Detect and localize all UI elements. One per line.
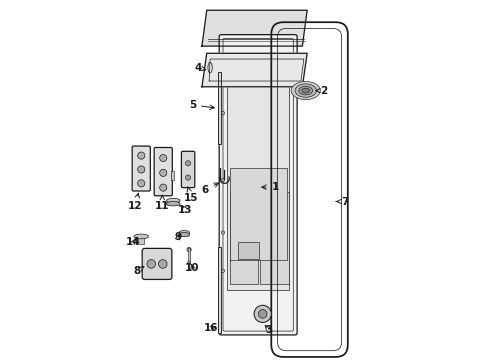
Bar [171,171,174,180]
Ellipse shape [302,88,310,93]
Circle shape [138,180,145,187]
Bar [188,248,191,264]
Bar [218,72,221,144]
Bar [138,235,145,244]
Circle shape [160,154,167,162]
Bar [260,192,289,284]
FancyBboxPatch shape [142,248,172,279]
Ellipse shape [295,84,317,97]
Text: 16: 16 [204,323,219,333]
Text: 13: 13 [178,205,193,215]
Ellipse shape [299,86,313,95]
Text: 6: 6 [202,183,219,194]
Text: 4: 4 [195,63,206,73]
FancyBboxPatch shape [181,151,195,188]
Ellipse shape [291,81,320,100]
Circle shape [258,310,267,318]
Bar [238,242,259,259]
FancyBboxPatch shape [132,146,150,191]
Circle shape [186,175,191,180]
Circle shape [221,111,225,115]
Circle shape [160,169,167,176]
Bar [227,70,290,290]
Bar [179,233,190,237]
Text: 8: 8 [134,266,144,276]
Ellipse shape [167,202,180,206]
Circle shape [138,152,145,159]
Bar [167,201,180,206]
Polygon shape [202,10,307,46]
Text: 12: 12 [128,193,142,211]
Ellipse shape [179,233,190,237]
Bar [230,168,287,260]
Circle shape [221,269,225,273]
Text: 1: 1 [262,182,279,192]
Text: 14: 14 [126,237,141,247]
FancyBboxPatch shape [154,148,172,196]
Ellipse shape [187,261,191,264]
Circle shape [186,161,191,166]
FancyBboxPatch shape [219,35,297,335]
Circle shape [221,231,225,234]
Circle shape [254,305,271,323]
Circle shape [147,260,156,268]
Circle shape [160,184,167,191]
Ellipse shape [167,198,180,203]
Text: 5: 5 [189,100,215,110]
Circle shape [138,166,145,173]
Polygon shape [202,53,307,87]
Text: 7: 7 [336,197,349,207]
Ellipse shape [179,230,190,235]
Bar [230,192,258,284]
Text: 11: 11 [155,195,170,211]
Circle shape [158,260,167,268]
Ellipse shape [134,234,148,239]
Bar [218,247,221,333]
Text: 15: 15 [184,187,198,203]
Text: 10: 10 [185,262,199,273]
Ellipse shape [187,247,191,252]
Circle shape [221,178,225,182]
Text: 2: 2 [316,86,327,96]
Text: 3: 3 [265,325,272,335]
Text: 9: 9 [174,232,182,242]
